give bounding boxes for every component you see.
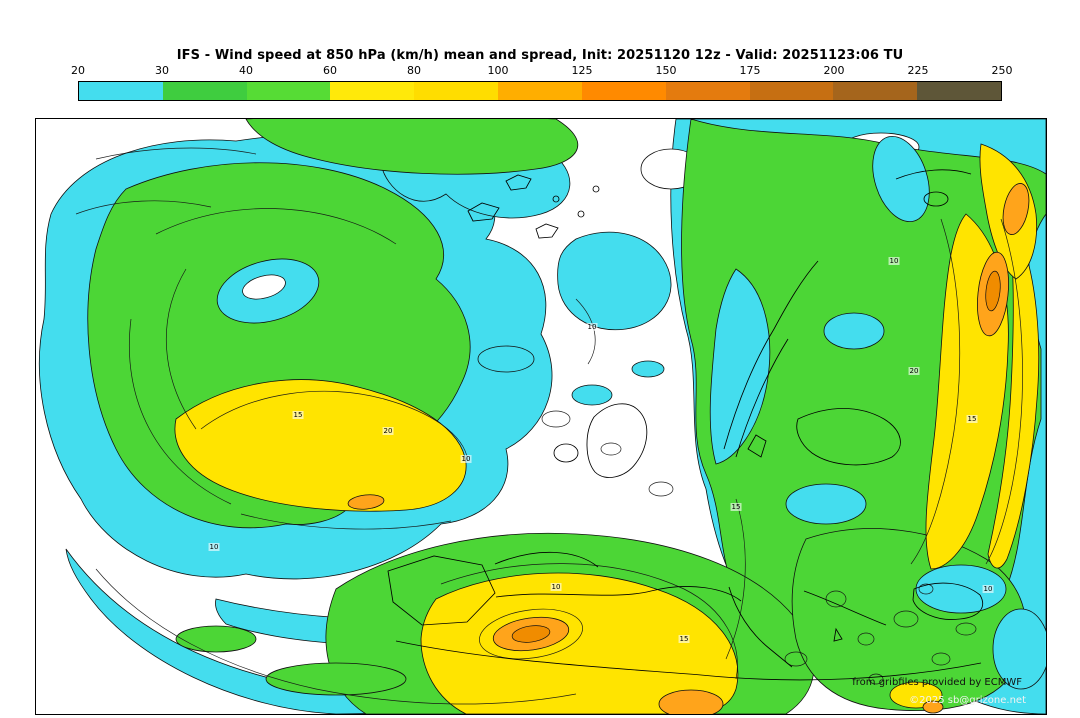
map-area: 10 15 20 10 15 15 10 20 15 10 10 10 from gribfiles … — [35, 118, 1047, 715]
legend-tick: 40 — [239, 64, 253, 77]
coastline-outlines — [387, 169, 984, 681]
legend-segment — [833, 82, 918, 100]
contour-label: 15 — [730, 503, 742, 511]
legend-segment — [665, 82, 750, 100]
legend-tick: 250 — [991, 64, 1013, 77]
legend-segment — [749, 82, 834, 100]
legend-tick: 60 — [323, 64, 337, 77]
spread-contour-lines — [75, 147, 1023, 705]
attribution-copyright: ©2025 sb@grizone.net — [909, 695, 1026, 706]
contour-label: 10 — [460, 455, 472, 463]
legend-colorbar: 20 30 40 60 80 100 125 150 175 200 225 250 — [71, 64, 1013, 101]
contour-label: 10 — [888, 257, 900, 265]
weather-map-svg — [36, 119, 1046, 714]
legend-tick: 225 — [907, 64, 929, 77]
legend-tick: 80 — [407, 64, 421, 77]
contour-label: 20 — [382, 427, 394, 435]
chart-title: IFS - Wind speed at 850 hPa (km/h) mean … — [176, 48, 904, 63]
legend-tick: 150 — [655, 64, 677, 77]
legend-tick: 175 — [739, 64, 761, 77]
contour-label: 10 — [586, 323, 598, 331]
contour-label: 15 — [292, 411, 304, 419]
legend-segment — [330, 82, 415, 100]
legend-segment — [917, 82, 1001, 100]
contour-label: 15 — [678, 635, 690, 643]
legend-segment — [581, 82, 666, 100]
legend-tick: 100 — [487, 64, 509, 77]
legend-segment — [246, 82, 331, 100]
attribution-source: from gribfiles provided by ECMWF — [852, 677, 1022, 688]
contour-label: 10 — [208, 543, 220, 551]
contour-label: 10 — [982, 585, 994, 593]
contour-label: 10 — [550, 583, 562, 591]
legend-tick: 20 — [71, 64, 85, 77]
legend-segment — [79, 82, 163, 100]
legend-segment — [414, 82, 499, 100]
legend-tick: 30 — [155, 64, 169, 77]
wind-fill-deep-orange — [511, 270, 1001, 643]
legend-tick: 125 — [571, 64, 593, 77]
legend-segment — [162, 82, 247, 100]
legend-tick: 200 — [823, 64, 845, 77]
contour-label: 15 — [966, 415, 978, 423]
cyclone-core-patch — [242, 274, 286, 300]
contour-label: 20 — [908, 367, 920, 375]
legend-bar — [78, 81, 1002, 101]
legend-segment — [498, 82, 582, 100]
legend-ticks: 20 30 40 60 80 100 125 150 175 200 225 250 — [71, 64, 1013, 79]
